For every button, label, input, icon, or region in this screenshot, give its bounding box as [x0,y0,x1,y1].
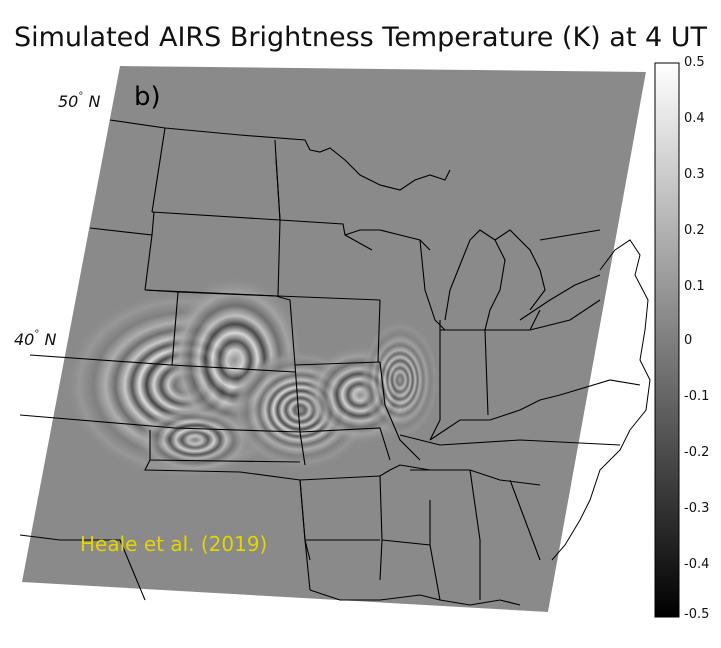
colorbar [654,62,680,618]
colorbar-tick: -0.3 [684,501,710,516]
colorbar-tick: 0.5 [684,55,705,70]
colorbar-tick: 0.2 [684,223,705,238]
great-lakes [309,147,601,331]
colorbar-tick: -0.4 [684,557,710,572]
colorbar-tick: 0 [684,333,693,348]
gulf-coastline [309,589,521,606]
colorbar-tick: 0.1 [684,279,705,294]
panel-label: b) [134,82,161,112]
state-borders [19,119,641,601]
wave-field [65,275,440,480]
wave-packet-illinois [360,320,440,440]
colorbar-tick: -0.1 [684,389,710,404]
wave-packet-oklahoma [135,405,255,475]
latitude-label-50n: 50° N [58,90,101,111]
east-coastline [551,239,651,561]
colorbar-tick: -0.5 [684,607,710,622]
colorbar-tick: 0.3 [684,167,705,182]
colorbar-tick: -0.2 [684,445,710,460]
credit-label: Heale et al. (2019) [80,532,268,556]
colorbar-tick: 0.4 [684,111,705,126]
figure-title: Simulated AIRS Brightness Temperature (K… [13,22,708,53]
latitude-label-40n: 40° N [14,328,57,349]
